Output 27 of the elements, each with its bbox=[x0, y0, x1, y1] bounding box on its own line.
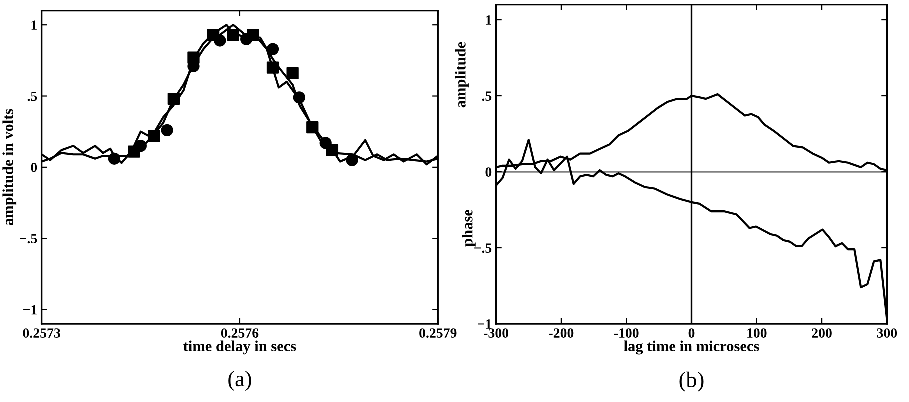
x-tick-label: 0.2573 bbox=[23, 328, 60, 338]
x-tick-label: -100 bbox=[614, 328, 639, 338]
y-axis-title: amplitude in volts bbox=[2, 109, 17, 226]
x-axis-title: time delay in secs bbox=[184, 340, 296, 355]
y-axis-title: amplitude bbox=[455, 42, 469, 108]
y-tick-label: .5 bbox=[482, 92, 492, 102]
y-tick-label: 0 bbox=[31, 163, 38, 172]
x-tick-label: 0 bbox=[688, 328, 695, 338]
x-tick-label: -200 bbox=[549, 328, 574, 338]
text: phase bbox=[462, 210, 476, 247]
x-tick-label: 300 bbox=[877, 328, 898, 338]
x-tick-label: -300 bbox=[484, 328, 509, 338]
y-tick-label: 1 bbox=[32, 20, 37, 30]
text: (b) bbox=[680, 372, 704, 392]
x-tick-label: 100 bbox=[748, 328, 767, 338]
x-tick-label: 0.2579 bbox=[420, 328, 457, 338]
y-tick-label: −1 bbox=[478, 320, 492, 329]
y-tick-label: .5 bbox=[28, 92, 38, 102]
x-axis-title: lag time in microsecs bbox=[624, 340, 760, 355]
y-tick-label: 0 bbox=[486, 168, 492, 177]
y-tick-label: 1 bbox=[486, 16, 492, 25]
y-tick-label: −.5 bbox=[474, 244, 492, 254]
x-tick-label: 0.2576 bbox=[221, 328, 259, 338]
x-tick-label: 200 bbox=[812, 328, 832, 338]
y-tick-label: −1 bbox=[24, 305, 37, 315]
y-tick-label: −.5 bbox=[20, 234, 38, 244]
text: (a) bbox=[228, 370, 252, 392]
